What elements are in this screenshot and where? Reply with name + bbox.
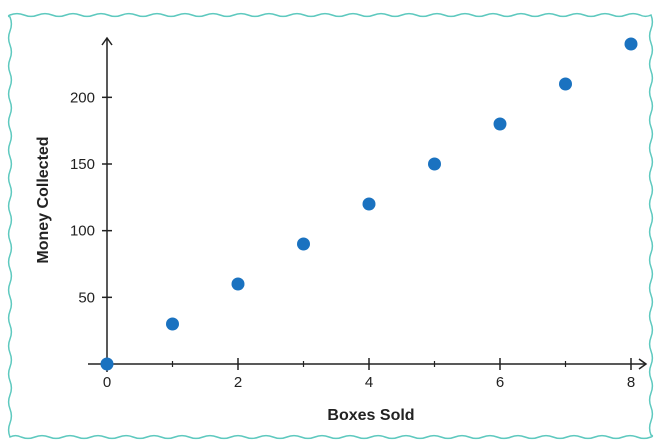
data-points [100,37,638,371]
data-point-0 [100,357,114,371]
x-tick-label-6: 6 [496,374,504,391]
data-point-3 [297,237,310,251]
y-tick-label-200: 200 [70,89,95,106]
x-tick-label-4: 4 [365,374,373,391]
data-point-8 [624,37,638,51]
data-point-6 [493,117,507,131]
data-point-5 [428,157,441,171]
y-axis-title: Money Collected [35,136,52,263]
ticks [102,96,632,370]
wavy-border [7,12,654,440]
axes [88,36,648,372]
x-tick-label-0: 0 [103,374,111,391]
data-point-4 [362,197,376,211]
y-tick-label-150: 150 [70,156,95,173]
data-point-1 [166,317,179,331]
data-point-2 [231,277,245,291]
x-tick-label-8: 8 [627,374,635,391]
x-axis-arrow [638,358,648,370]
x-tick-label-2: 2 [234,374,242,391]
data-point-7 [559,77,572,91]
tick-labels: 0 2 4 6 8 50 100 150 200 [70,89,635,391]
x-axis-title: Boxes Sold [327,407,414,424]
y-tick-label-50: 50 [78,289,95,306]
y-tick-label-100: 100 [70,223,95,240]
y-axis-arrow [101,36,113,46]
